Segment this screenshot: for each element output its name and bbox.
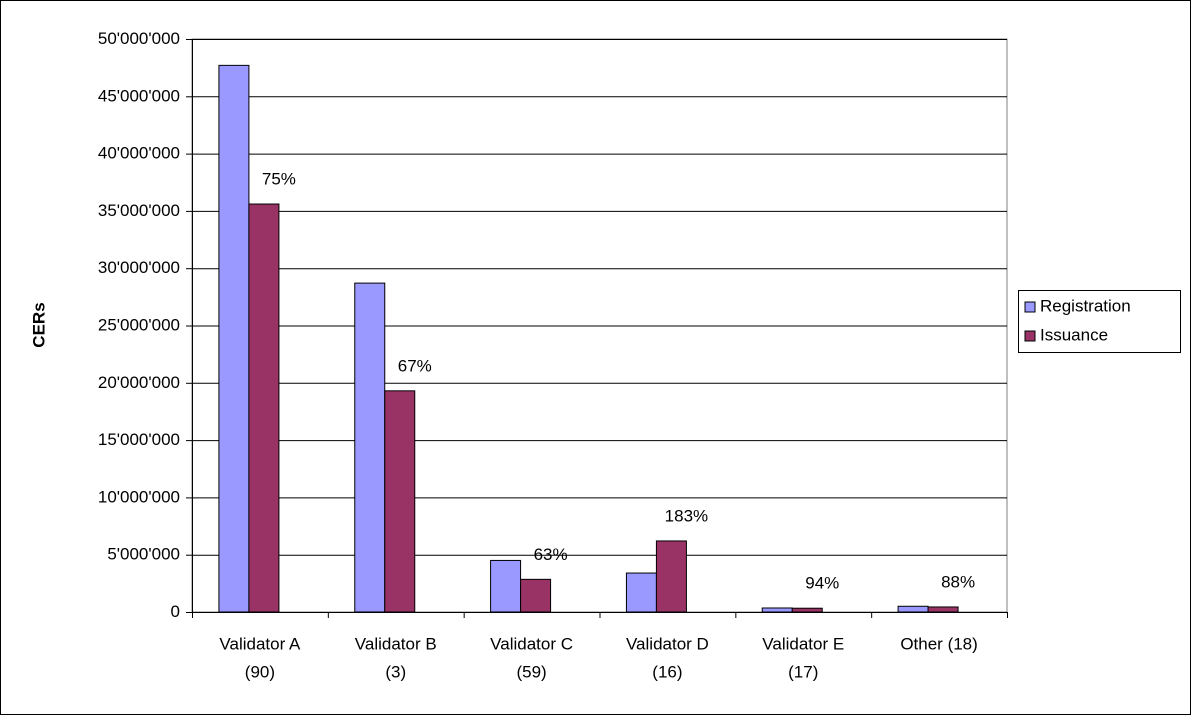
y-tick-label: 35'000'000 (98, 201, 180, 220)
x-tick-label: (90) (245, 662, 275, 681)
y-tick-label: 45'000'000 (98, 86, 180, 105)
bar (218, 64, 250, 613)
bar (791, 607, 823, 613)
data-annotation: 183% (665, 506, 708, 525)
data-annotation: 75% (262, 170, 296, 189)
data-annotation: 63% (534, 545, 568, 564)
x-tick-label: Validator C (490, 634, 573, 653)
data-annotation: 67% (398, 356, 432, 375)
x-tick-label: (16) (652, 662, 682, 681)
x-tick-label: (59) (516, 662, 546, 681)
x-tick-label: Other (18) (900, 634, 977, 653)
bar (761, 607, 793, 613)
bar (897, 605, 929, 613)
y-tick-label: 20'000'000 (98, 373, 180, 392)
y-tick-label: 25'000'000 (98, 315, 180, 334)
y-tick-label: 40'000'000 (98, 144, 180, 163)
bar (927, 606, 959, 613)
bar (520, 578, 552, 613)
legend-label: Issuance (1040, 325, 1108, 344)
bar (384, 390, 416, 613)
y-tick-label: 5'000'000 (107, 545, 180, 564)
x-tick-label: (17) (788, 662, 818, 681)
legend-swatch (1024, 330, 1036, 342)
y-tick-label: 30'000'000 (98, 258, 180, 277)
x-tick-label: Validator D (626, 634, 709, 653)
x-tick-label: (3) (385, 662, 406, 681)
y-tick-label: 10'000'000 (98, 487, 180, 506)
legend-swatch (1024, 301, 1036, 313)
bar (354, 282, 386, 613)
x-tick-label: Validator A (219, 634, 301, 653)
y-axis-label: CERs (29, 302, 48, 347)
legend-box (1018, 290, 1181, 353)
y-tick-label: 15'000'000 (98, 430, 180, 449)
data-annotation: 88% (941, 572, 975, 591)
x-tick-label: Validator B (355, 634, 437, 653)
bar (490, 559, 522, 613)
data-annotation: 94% (805, 574, 839, 593)
y-tick-label: 0 (171, 602, 180, 621)
bar (625, 572, 657, 613)
x-tick-label: Validator E (762, 634, 844, 653)
bar (655, 540, 687, 613)
y-tick-label: 50'000'000 (98, 29, 180, 48)
bar (248, 203, 280, 613)
legend-label: Registration (1040, 296, 1131, 315)
